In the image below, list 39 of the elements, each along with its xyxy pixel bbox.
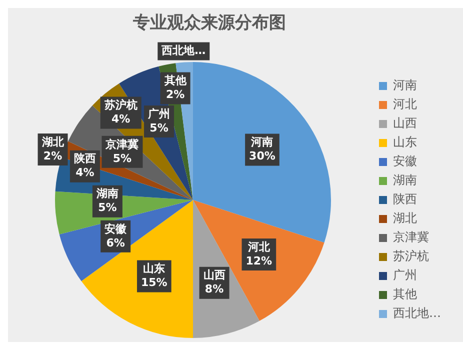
- legend-label: 湖南: [393, 173, 417, 188]
- data-label: 6%: [106, 236, 125, 250]
- slice-label: 苏沪杭: [103, 98, 138, 112]
- data-label: 12%: [246, 254, 272, 268]
- legend-label: 陕西: [393, 192, 417, 206]
- slice-label: 京津冀: [104, 138, 139, 151]
- data-label: 5%: [112, 152, 132, 165]
- legend-label: 京津冀: [393, 230, 429, 244]
- legend-label: 西北地…: [393, 306, 441, 320]
- legend-label: 苏沪杭: [393, 249, 429, 264]
- legend-label: 湖北: [393, 211, 417, 226]
- data-label: 8%: [204, 282, 224, 296]
- legend-label: 其他: [393, 287, 417, 302]
- slice-label: 山西: [203, 268, 226, 282]
- chart-title: 专业观众来源分布图: [132, 12, 287, 35]
- slice-label: 湖南: [95, 187, 118, 200]
- slice-label: 河南: [250, 136, 274, 149]
- data-label: 30%: [249, 150, 276, 163]
- legend-label: 河南: [393, 78, 417, 92]
- slice-label: 安徽: [104, 222, 128, 236]
- slice-label: 广州: [147, 107, 170, 120]
- data-label: 2%: [43, 149, 62, 162]
- legend-label: 山东: [393, 135, 417, 150]
- legend-label: 山西: [393, 116, 417, 130]
- legend-label: 河北: [393, 97, 417, 112]
- data-label: 4%: [76, 166, 94, 180]
- slice-label: 湖北: [40, 135, 65, 148]
- slice-label: 河北: [246, 240, 271, 254]
- slice-label: 西北地…: [160, 44, 206, 58]
- slice-label: 陕西: [74, 152, 96, 166]
- data-label: 15%: [140, 276, 168, 290]
- data-label: 2%: [166, 88, 185, 102]
- legend-label: 广州: [393, 268, 417, 282]
- data-label: 5%: [150, 121, 168, 134]
- data-label: 5%: [98, 201, 117, 214]
- legend-label: 安徽: [393, 154, 417, 168]
- data-label: 4%: [112, 112, 130, 126]
- slice-label: 山东: [143, 262, 166, 276]
- slice-label: 其他: [163, 74, 188, 88]
